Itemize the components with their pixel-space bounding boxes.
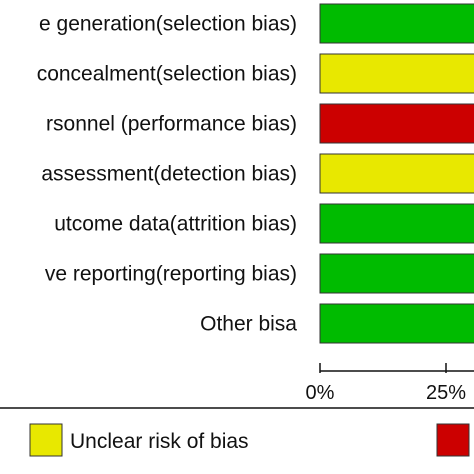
bar-segment (319, 53, 474, 94)
category-label: e generation(selection bias) (39, 13, 297, 36)
category-label: Other bisa (200, 313, 297, 336)
bar-segment (319, 3, 474, 44)
category-label: ve reporting(reporting bias) (45, 263, 297, 286)
x-tick-label: 0% (306, 382, 335, 404)
legend-box (0, 407, 474, 409)
category-label: rsonnel (performance bias) (46, 113, 297, 136)
x-tick-label: 25% (426, 382, 466, 404)
category-label: concealment(selection bias) (37, 63, 297, 86)
bar-segment (319, 303, 474, 344)
category-label: utcome data(attrition bias) (54, 213, 297, 236)
bar-segment (319, 253, 474, 294)
legend-swatch (436, 423, 470, 457)
bar-segment (319, 153, 474, 194)
legend-swatch (29, 423, 63, 457)
bar-segment (319, 103, 474, 144)
bar-segment (319, 203, 474, 244)
category-label: assessment(detection bias) (41, 163, 297, 186)
legend-label: Unclear risk of bias (70, 430, 249, 453)
